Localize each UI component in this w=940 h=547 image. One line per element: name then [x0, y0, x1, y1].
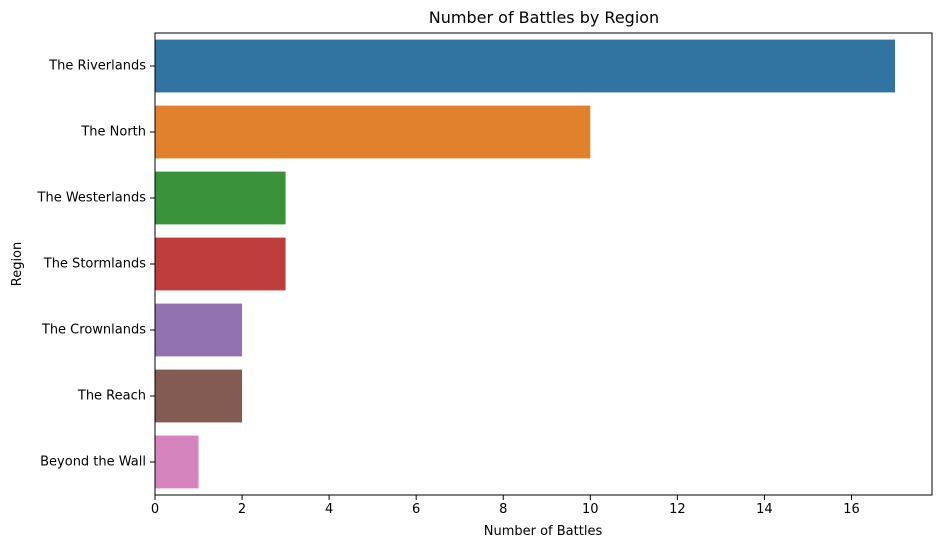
- x-tick-label: 4: [325, 502, 333, 517]
- y-tick-label: The Stormlands: [43, 257, 146, 272]
- bar-the-crownlands: [155, 303, 243, 357]
- y-axis-label: Region: [10, 242, 25, 287]
- bar-the-riverlands: [155, 39, 895, 93]
- y-tick-label: Beyond the Wall: [40, 455, 146, 470]
- bar-the-stormlands: [155, 237, 286, 291]
- x-tick-label: 8: [499, 502, 507, 517]
- x-axis-label: Number of Battles: [484, 524, 603, 539]
- plot-frame: [154, 32, 933, 496]
- x-tick-label: 16: [843, 502, 860, 517]
- y-tick-label: The Riverlands: [48, 59, 146, 74]
- x-tick-label: 6: [412, 502, 420, 517]
- y-tick-label: The Reach: [77, 389, 146, 404]
- y-tick-label: The North: [80, 125, 146, 140]
- bar-the-reach: [155, 369, 243, 423]
- y-axis-ticks: The Riverlands The North The Westerlands Th…: [37, 59, 155, 470]
- x-tick-label: 10: [582, 502, 599, 517]
- bars-group: [155, 39, 895, 489]
- y-tick-label: The Westerlands: [37, 191, 147, 206]
- bar-beyond-the-wall: [155, 435, 199, 489]
- bar-the-westerlands: [155, 171, 286, 225]
- chart-title: Number of Battles by Region: [429, 8, 659, 27]
- x-tick-label: 2: [238, 502, 246, 517]
- x-tick-label: 0: [151, 502, 159, 517]
- y-tick-label: The Crownlands: [41, 323, 146, 338]
- x-tick-label: 14: [756, 502, 773, 517]
- x-tick-label: 12: [669, 502, 686, 517]
- bar-the-north: [155, 105, 591, 159]
- x-axis-ticks: 0 2 4 6 8 10 12 14 16: [151, 495, 860, 517]
